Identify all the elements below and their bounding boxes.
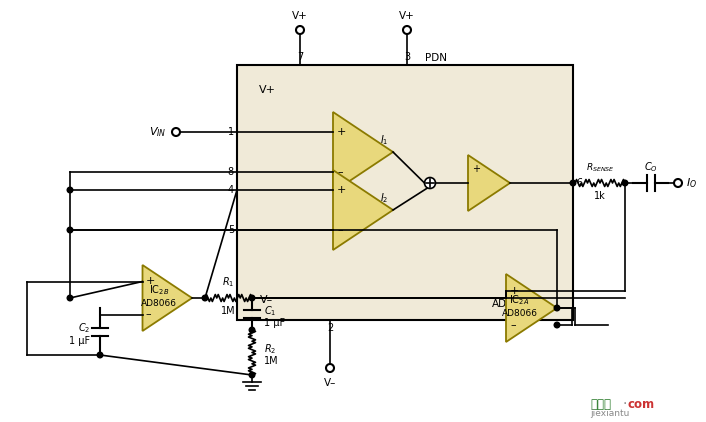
Text: $C_1$: $C_1$ (264, 304, 277, 318)
Circle shape (570, 180, 576, 186)
Text: $I_O$: $I_O$ (686, 176, 697, 190)
Circle shape (554, 322, 560, 328)
Circle shape (202, 295, 208, 301)
Text: +: + (510, 286, 520, 296)
Text: 1M: 1M (264, 357, 279, 366)
Text: $I_2$: $I_2$ (380, 191, 388, 205)
Circle shape (67, 227, 73, 233)
Text: 3: 3 (404, 52, 410, 62)
Text: 2: 2 (327, 323, 333, 333)
Text: V+: V+ (399, 11, 415, 21)
Text: AD8066: AD8066 (141, 300, 177, 308)
Text: $I_1$: $I_1$ (380, 133, 388, 147)
Text: 接线图: 接线图 (590, 398, 611, 411)
Text: $C_O$: $C_O$ (644, 160, 657, 174)
Text: IC$_{2A}$: IC$_{2A}$ (510, 293, 530, 307)
Text: $R_1$: $R_1$ (222, 275, 234, 289)
Circle shape (67, 187, 73, 193)
Text: AD8066: AD8066 (501, 309, 537, 319)
Text: –: – (145, 309, 151, 319)
Circle shape (249, 295, 255, 301)
Bar (237, 65, 573, 320)
Text: 1M: 1M (221, 306, 236, 316)
Text: com: com (628, 398, 655, 411)
Text: –: – (337, 167, 342, 177)
Text: 5: 5 (228, 225, 234, 235)
Text: +: + (337, 185, 347, 195)
Circle shape (403, 26, 411, 34)
Circle shape (296, 26, 304, 34)
Text: –: – (510, 320, 515, 330)
Polygon shape (143, 265, 192, 331)
Circle shape (97, 352, 103, 358)
Text: 7: 7 (297, 52, 303, 62)
Polygon shape (506, 274, 557, 342)
Text: AD8130: AD8130 (492, 299, 534, 309)
Text: +: + (145, 276, 155, 287)
Text: $R_2$: $R_2$ (264, 343, 276, 357)
Text: 1: 1 (228, 127, 234, 137)
Text: 8: 8 (228, 167, 234, 177)
Circle shape (326, 364, 334, 372)
Circle shape (424, 178, 436, 189)
Text: $R_{SENSE}$: $R_{SENSE}$ (585, 162, 614, 174)
Text: V–: V– (324, 378, 336, 388)
Text: $V_{IN}$: $V_{IN}$ (150, 125, 167, 139)
Text: ·: · (622, 397, 626, 411)
Text: V+: V+ (258, 85, 275, 95)
Circle shape (674, 179, 682, 187)
Text: –: – (337, 225, 342, 235)
Text: 6: 6 (576, 178, 582, 188)
Circle shape (172, 128, 180, 136)
Text: +: + (472, 164, 480, 174)
Text: PDN: PDN (425, 53, 447, 63)
Text: jiexiantu: jiexiantu (590, 409, 629, 419)
Text: IC$_{2B}$: IC$_{2B}$ (149, 283, 169, 297)
Circle shape (554, 305, 560, 311)
Text: IC$_1$: IC$_1$ (504, 283, 522, 297)
Text: 1 μF: 1 μF (264, 318, 285, 328)
Text: 1 μF: 1 μF (69, 335, 90, 346)
Circle shape (249, 327, 255, 333)
Text: $C_2$: $C_2$ (78, 322, 90, 335)
Polygon shape (333, 170, 393, 250)
Polygon shape (333, 112, 393, 192)
Polygon shape (468, 155, 510, 211)
Text: V–: V– (261, 295, 274, 305)
Circle shape (249, 372, 255, 378)
Text: V+: V+ (292, 11, 308, 21)
Text: +: + (337, 127, 347, 137)
Circle shape (67, 295, 73, 301)
Text: 1k: 1k (594, 191, 606, 201)
Text: 4: 4 (228, 185, 234, 195)
Circle shape (622, 180, 628, 186)
